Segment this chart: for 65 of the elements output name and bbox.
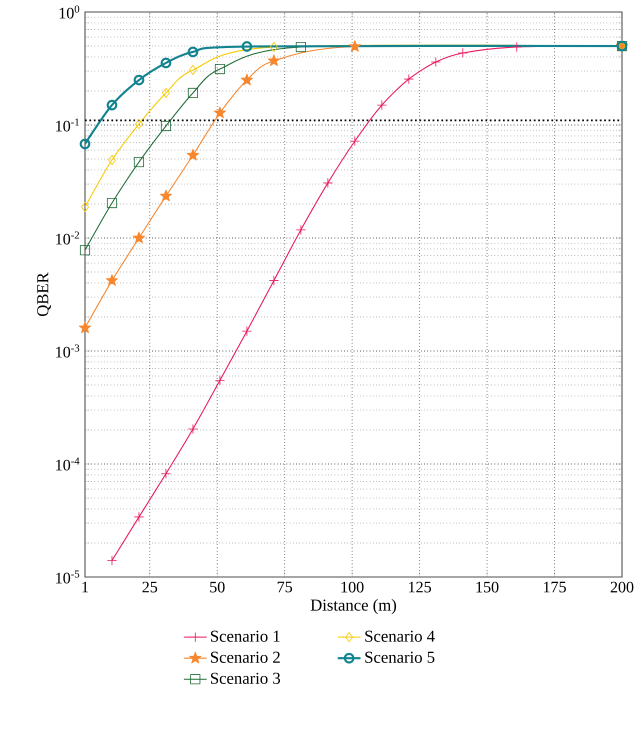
point — [188, 88, 198, 98]
y-tick-label: 10$^{0}$ — [60, 5, 80, 19]
point — [430, 56, 441, 68]
point — [404, 74, 414, 84]
point — [160, 468, 172, 479]
x-tick-label: 150 — [476, 582, 498, 592]
point — [270, 42, 278, 52]
x-tick-label: 25 — [142, 582, 158, 592]
legend-label: Scenario 2 — [210, 652, 280, 663]
point — [322, 178, 333, 188]
y-axis-title: QBER — [37, 272, 51, 316]
point — [186, 148, 200, 160]
point — [242, 41, 252, 52]
point — [135, 118, 143, 130]
point — [188, 424, 198, 434]
point — [214, 375, 225, 386]
y-tick-label: 10$^{-2}$ — [56, 231, 80, 245]
point — [160, 190, 172, 202]
point — [376, 100, 387, 110]
point — [458, 48, 468, 58]
x-tick-label: 50 — [210, 582, 225, 592]
point — [106, 274, 118, 286]
point — [106, 100, 118, 110]
point — [188, 46, 198, 58]
point — [106, 198, 118, 208]
point — [296, 224, 306, 235]
point — [348, 40, 361, 52]
point — [80, 138, 90, 150]
point — [214, 64, 225, 74]
y-tick-label: 10$^{-3}$ — [56, 344, 80, 358]
y-tick-label: 10$^{-1}$ — [56, 118, 79, 132]
point — [80, 245, 90, 256]
point — [162, 88, 170, 98]
y-tick-label: 10$^{-5}$ — [56, 570, 80, 584]
point — [160, 120, 172, 132]
point — [106, 555, 118, 566]
point — [296, 42, 306, 52]
y-tick-label: 10$^{-4}$ — [56, 458, 80, 470]
point — [132, 232, 146, 244]
point — [134, 156, 144, 168]
point — [268, 276, 279, 286]
point — [240, 74, 254, 86]
point — [189, 64, 197, 76]
x-axis-title: Distance (m) — [310, 599, 396, 614]
point — [78, 322, 92, 334]
point — [134, 512, 144, 522]
point — [108, 154, 116, 166]
point — [160, 58, 172, 68]
point — [512, 42, 522, 52]
x-tick-label: 100 — [342, 582, 364, 592]
point — [242, 326, 252, 336]
legend-label: Scenario 3 — [210, 672, 280, 684]
legend-label: Scenario 4 — [365, 630, 435, 642]
point — [268, 54, 280, 66]
legend-label: Scenario 5 — [365, 652, 434, 663]
point — [214, 106, 226, 118]
point — [350, 136, 360, 146]
point — [134, 74, 144, 86]
point — [81, 202, 89, 212]
x-tick-label: 125 — [409, 582, 431, 592]
x-tick-label: 200 — [610, 582, 634, 592]
x-tick-label: 175 — [544, 582, 566, 592]
x-tick-label: 1 — [82, 582, 88, 592]
legend-label: Scenario 1 — [210, 630, 280, 642]
x-tick-label: 75 — [278, 582, 292, 592]
